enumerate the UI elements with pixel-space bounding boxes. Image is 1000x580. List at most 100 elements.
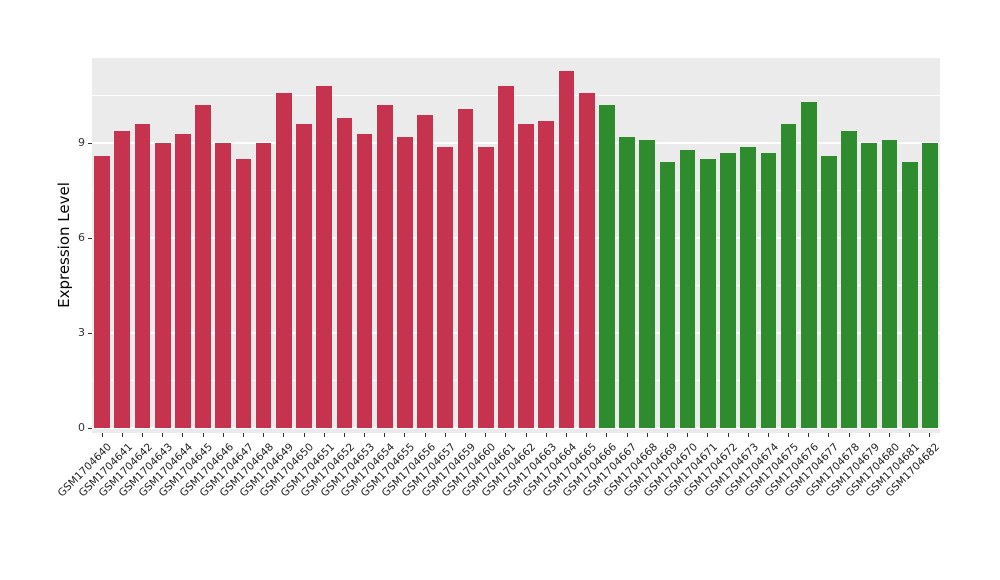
bar bbox=[538, 121, 555, 428]
x-tick bbox=[343, 433, 345, 437]
minor-gridline bbox=[92, 94, 940, 96]
bar bbox=[195, 105, 211, 428]
bar bbox=[134, 124, 151, 428]
x-tick bbox=[586, 433, 588, 437]
bar bbox=[881, 140, 898, 428]
bar bbox=[336, 118, 353, 428]
major-gridline bbox=[92, 142, 940, 145]
bar bbox=[477, 146, 494, 428]
x-tick bbox=[687, 433, 689, 437]
bar bbox=[699, 159, 716, 428]
x-tick bbox=[505, 433, 507, 437]
bar bbox=[901, 162, 918, 428]
x-tick bbox=[162, 433, 164, 437]
bar bbox=[578, 92, 595, 428]
y-tick-label: 0 bbox=[78, 421, 85, 434]
y-tick-label: 3 bbox=[78, 326, 85, 340]
bar bbox=[598, 105, 615, 428]
x-tick bbox=[242, 433, 244, 437]
x-tick bbox=[848, 433, 850, 437]
bar bbox=[255, 143, 272, 428]
x-tick bbox=[707, 433, 709, 437]
x-tick bbox=[121, 433, 123, 437]
bar bbox=[397, 137, 413, 428]
bar bbox=[457, 108, 474, 428]
bar bbox=[760, 152, 777, 428]
x-tick bbox=[404, 433, 406, 437]
x-tick bbox=[606, 433, 608, 437]
x-tick bbox=[263, 433, 265, 437]
bar bbox=[780, 124, 797, 428]
bar bbox=[215, 143, 232, 428]
minor-gridline bbox=[92, 189, 940, 191]
x-tick bbox=[626, 433, 628, 437]
bar bbox=[659, 162, 676, 428]
bar bbox=[154, 143, 171, 428]
x-tick bbox=[929, 433, 931, 437]
y-tick bbox=[88, 237, 92, 239]
x-tick bbox=[384, 433, 386, 437]
x-tick bbox=[666, 433, 668, 437]
x-tick bbox=[727, 433, 729, 437]
x-tick bbox=[808, 433, 810, 437]
bar bbox=[800, 102, 817, 428]
x-tick bbox=[828, 433, 830, 437]
bar bbox=[821, 156, 837, 428]
bar bbox=[275, 92, 292, 428]
major-gridline bbox=[92, 237, 940, 240]
x-tick bbox=[909, 433, 911, 437]
x-tick bbox=[182, 433, 184, 437]
minor-gridline bbox=[92, 284, 940, 286]
bar bbox=[235, 159, 252, 428]
x-tick bbox=[767, 433, 769, 437]
y-tick-label: 9 bbox=[78, 136, 85, 150]
bar bbox=[174, 133, 191, 428]
x-tick bbox=[788, 433, 790, 437]
x-tick bbox=[525, 433, 527, 437]
x-tick bbox=[646, 433, 648, 437]
y-tick bbox=[88, 142, 92, 144]
bar bbox=[114, 130, 131, 428]
bar bbox=[94, 156, 110, 428]
x-tick bbox=[364, 433, 366, 437]
x-tick bbox=[222, 433, 224, 437]
x-tick bbox=[101, 433, 103, 437]
bar bbox=[356, 133, 373, 428]
x-tick bbox=[565, 433, 567, 437]
x-tick bbox=[323, 433, 325, 437]
bar bbox=[296, 124, 312, 428]
bar bbox=[417, 114, 433, 428]
x-tick bbox=[465, 433, 467, 437]
bar bbox=[679, 149, 696, 428]
bar bbox=[619, 137, 635, 428]
x-tick bbox=[485, 433, 487, 437]
bar bbox=[720, 152, 736, 428]
y-axis-title: Expression Level bbox=[55, 182, 73, 308]
minor-gridline bbox=[92, 379, 940, 381]
major-gridline bbox=[92, 427, 940, 429]
bar bbox=[841, 130, 857, 428]
bar bbox=[639, 140, 656, 428]
bar bbox=[376, 105, 393, 428]
x-tick bbox=[868, 433, 870, 437]
x-tick bbox=[283, 433, 285, 437]
bar bbox=[498, 86, 514, 428]
bar bbox=[316, 86, 333, 428]
x-tick bbox=[747, 433, 749, 437]
bar bbox=[740, 146, 757, 428]
y-tick-label: 6 bbox=[78, 231, 85, 245]
bar bbox=[437, 146, 454, 428]
x-tick bbox=[889, 433, 891, 437]
x-tick bbox=[141, 433, 143, 437]
x-tick bbox=[444, 433, 446, 437]
plot-panel bbox=[92, 58, 940, 433]
x-tick bbox=[545, 433, 547, 437]
x-tick bbox=[424, 433, 426, 437]
bar bbox=[861, 143, 878, 428]
y-tick bbox=[88, 332, 92, 334]
major-gridline bbox=[92, 332, 940, 335]
x-tick bbox=[202, 433, 204, 437]
x-tick bbox=[303, 433, 305, 437]
bar bbox=[922, 143, 938, 428]
